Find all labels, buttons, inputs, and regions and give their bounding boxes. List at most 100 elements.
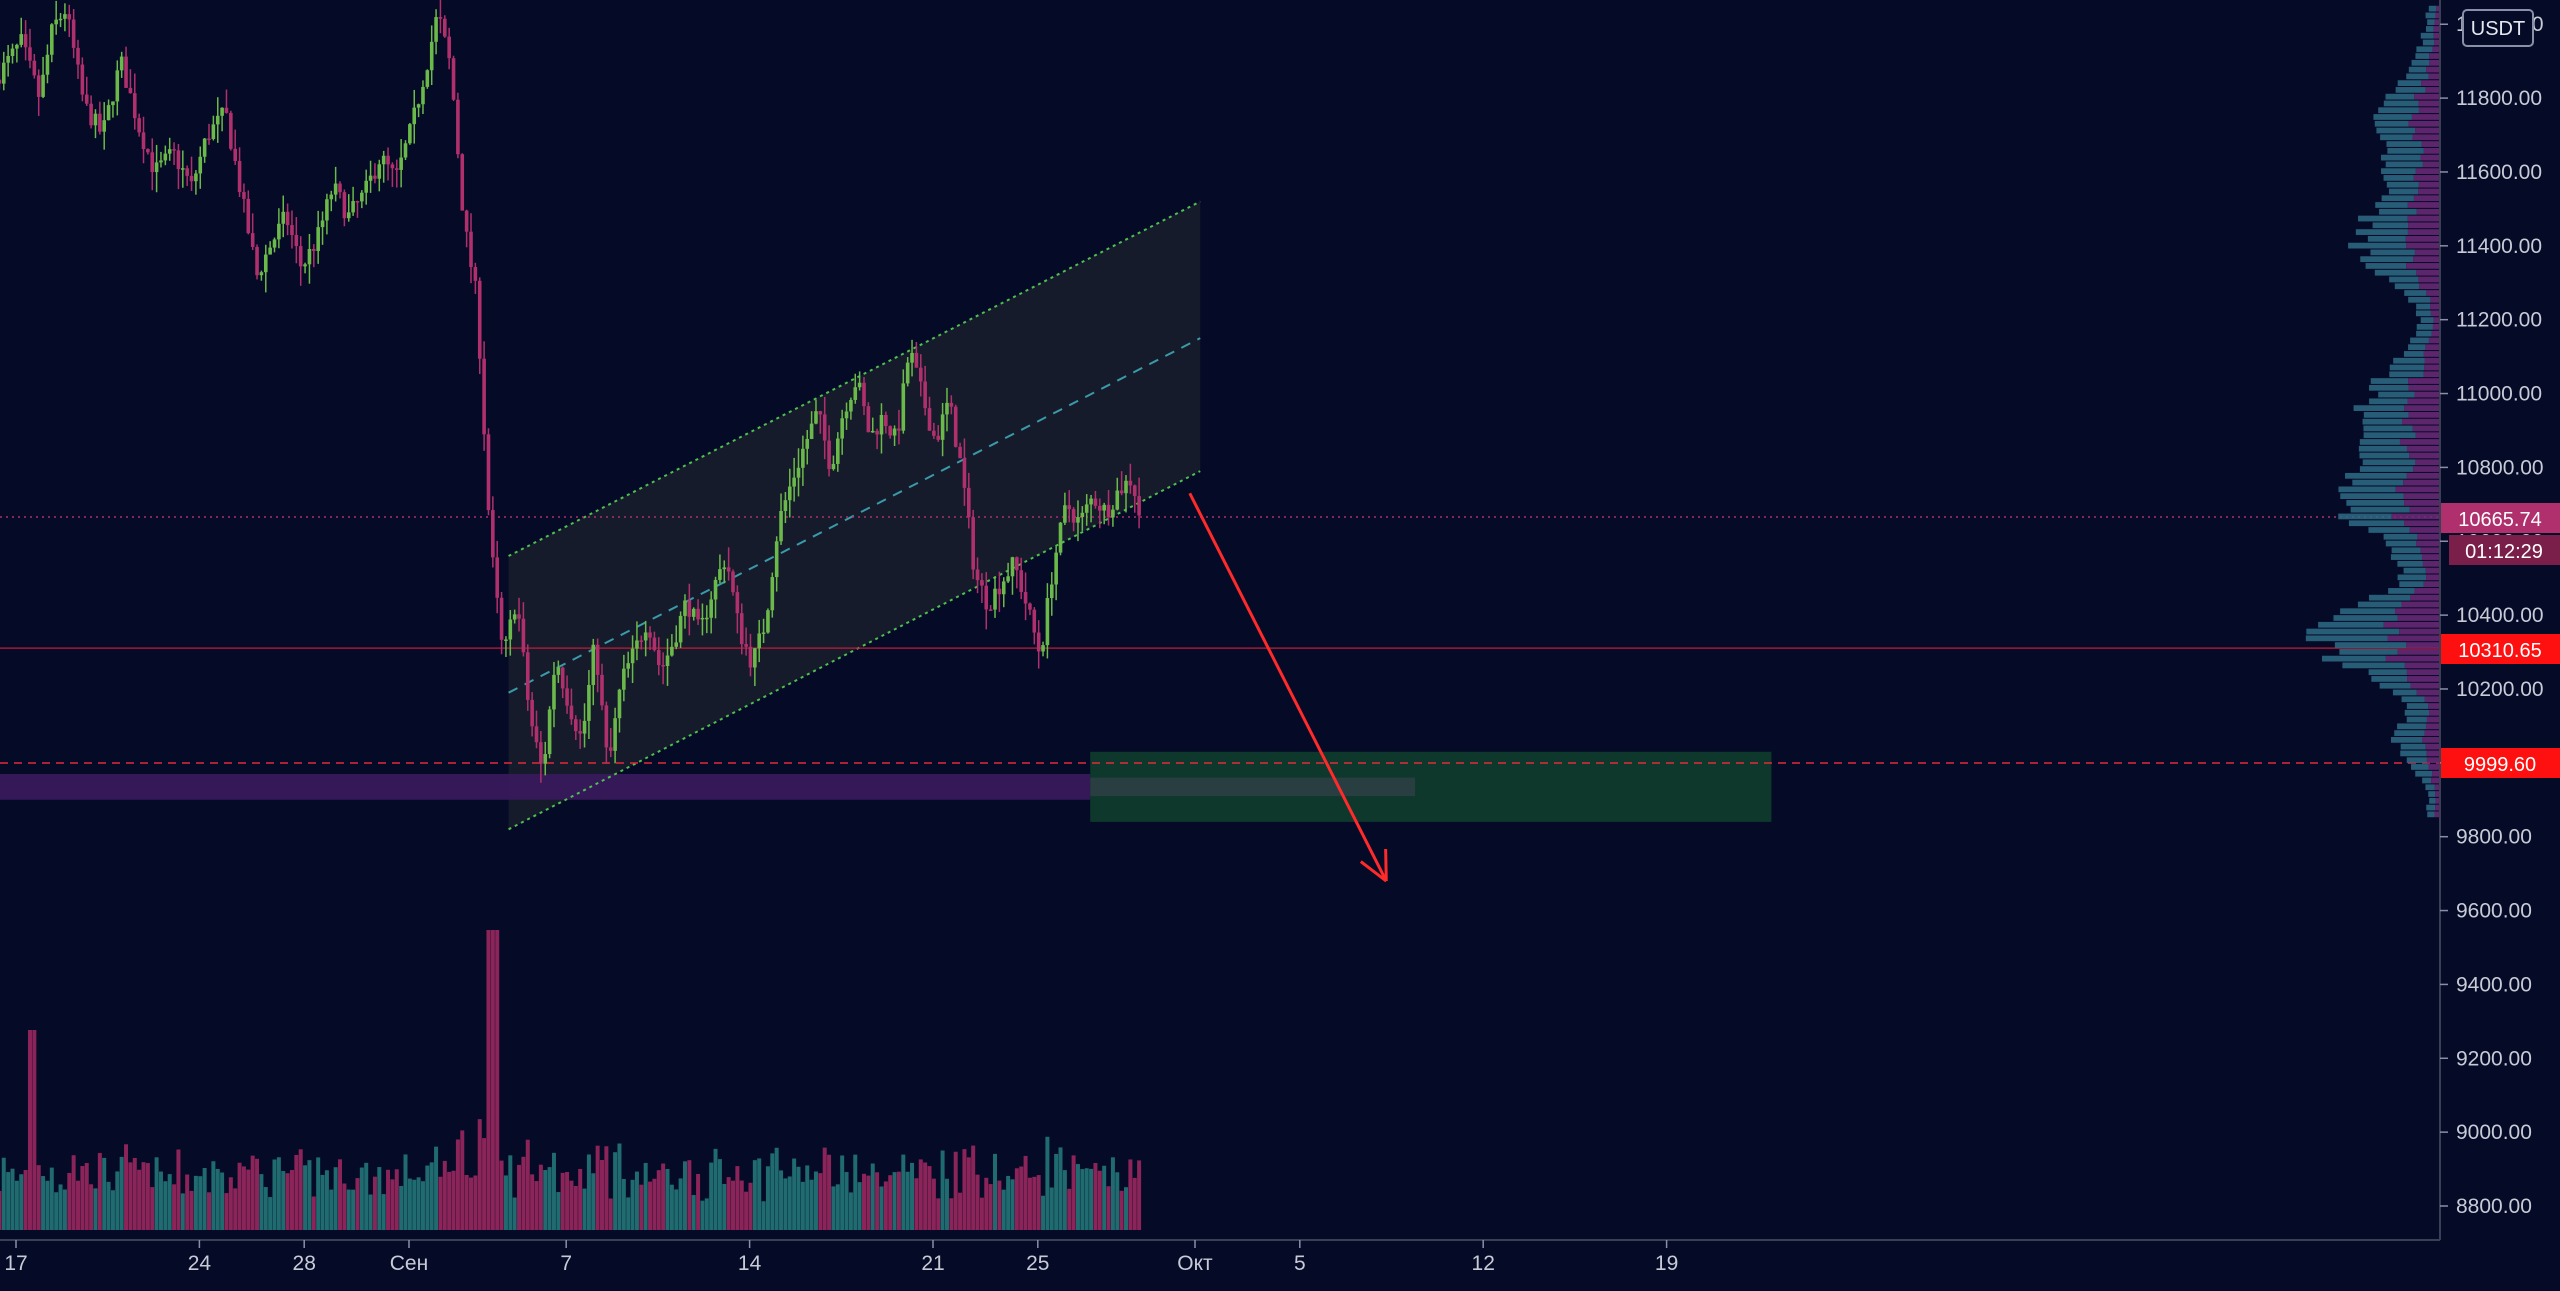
volume-bar — [180, 1193, 185, 1230]
profile-bar-sell — [2406, 472, 2440, 479]
candle — [822, 414, 827, 441]
profile-bar-buy — [2370, 378, 2409, 384]
profile-bar-buy — [2406, 716, 2427, 723]
volume-bar — [416, 1177, 421, 1230]
profile-bar-buy — [2393, 357, 2425, 364]
volume-bar — [241, 1166, 246, 1230]
time-tick-label: 28 — [293, 1252, 316, 1275]
candle — [753, 648, 757, 668]
candle — [172, 149, 176, 151]
profile-bar-buy — [2389, 364, 2425, 371]
profile-bar-sell — [2418, 188, 2440, 195]
price-tick-label: 9600.00 — [2456, 900, 2532, 923]
candle — [421, 86, 425, 105]
candle — [146, 149, 150, 153]
volume-bar — [800, 1181, 805, 1230]
candle — [329, 194, 334, 200]
volume-bar — [1128, 1159, 1133, 1230]
candle — [312, 248, 316, 251]
volume-bar — [582, 1188, 587, 1230]
profile-bar-sell — [2425, 723, 2440, 730]
currency-badge[interactable]: USDT — [2471, 18, 2525, 40]
profile-bar-buy — [2404, 290, 2427, 296]
volume-histogram — [0, 930, 1142, 1230]
volume-bar — [862, 1173, 867, 1230]
candle — [962, 458, 967, 488]
profile-bar-buy — [2362, 418, 2403, 425]
candle — [181, 168, 185, 170]
profile-bar-sell — [2429, 53, 2440, 59]
volume-bar — [390, 1179, 395, 1230]
volume-bar — [682, 1161, 687, 1230]
candle — [809, 423, 814, 439]
candle — [111, 101, 115, 106]
volume-bar — [473, 1175, 478, 1230]
profile-bar-sell — [2432, 323, 2440, 330]
volume-bar — [966, 1157, 971, 1230]
volume-bar — [744, 1191, 749, 1230]
time-tick-label: 12 — [1472, 1252, 1495, 1275]
volume-bar — [359, 1167, 364, 1230]
candle — [726, 567, 731, 572]
volume-bar — [289, 1169, 294, 1230]
candle — [194, 173, 198, 182]
candle — [1063, 505, 1067, 523]
volume-bar — [1084, 1168, 1089, 1230]
profile-bar-sell — [2410, 682, 2440, 689]
candle — [368, 175, 373, 181]
profile-bar-buy — [2374, 120, 2409, 127]
volume-bar — [1089, 1168, 1094, 1230]
profile-bar-buy — [2404, 709, 2430, 716]
profile-bar-sell — [2412, 134, 2440, 141]
candle — [731, 571, 735, 593]
profile-bar-buy — [2362, 459, 2416, 466]
volume-bar — [1124, 1187, 1129, 1230]
volume-bar — [464, 1175, 469, 1230]
volume-bar — [1062, 1170, 1067, 1230]
trend-arrow[interactable] — [1188, 492, 1388, 883]
volume-bar — [119, 1156, 124, 1230]
volume-bar — [883, 1181, 888, 1230]
candle — [412, 107, 417, 125]
candle — [456, 99, 460, 155]
candle — [748, 646, 753, 668]
profile-bar-sell — [2435, 797, 2440, 804]
volume-bar — [648, 1181, 653, 1230]
volume-bar — [949, 1198, 954, 1230]
candle — [735, 592, 740, 614]
volume-bar — [726, 1177, 731, 1230]
volume-bar — [259, 1174, 264, 1230]
candle — [622, 668, 626, 690]
volume-bar — [770, 1153, 775, 1230]
profile-bar-buy — [2388, 188, 2419, 195]
candle — [6, 55, 10, 63]
profile-bar-buy — [2420, 317, 2434, 323]
candle — [1071, 509, 1076, 523]
candle — [281, 211, 286, 224]
parallel-channel[interactable] — [508, 200, 1201, 831]
time-tick-label: Окт — [1177, 1252, 1213, 1275]
candle — [857, 382, 862, 388]
candle — [303, 264, 307, 267]
volume-bar — [722, 1183, 727, 1230]
volume-bar — [901, 1154, 906, 1230]
profile-bar-buy — [2348, 520, 2405, 527]
profile-bar-sell — [2426, 66, 2440, 73]
profile-bar-sell — [2432, 46, 2440, 53]
candle — [910, 352, 914, 363]
volume-bar — [578, 1168, 583, 1230]
volume-bar — [639, 1184, 644, 1230]
candle — [739, 613, 744, 645]
currency-badge-box[interactable] — [2462, 9, 2534, 47]
candle — [569, 705, 574, 720]
volume-bar — [1032, 1176, 1037, 1230]
profile-bar-buy — [2342, 662, 2405, 669]
profile-bar-sell — [2415, 432, 2440, 439]
price-tick-label: 8800.00 — [2456, 1195, 2532, 1218]
volume-bar — [189, 1190, 194, 1230]
profile-bar-sell — [2416, 208, 2440, 215]
volume-bar — [831, 1186, 836, 1230]
candle — [504, 639, 508, 641]
